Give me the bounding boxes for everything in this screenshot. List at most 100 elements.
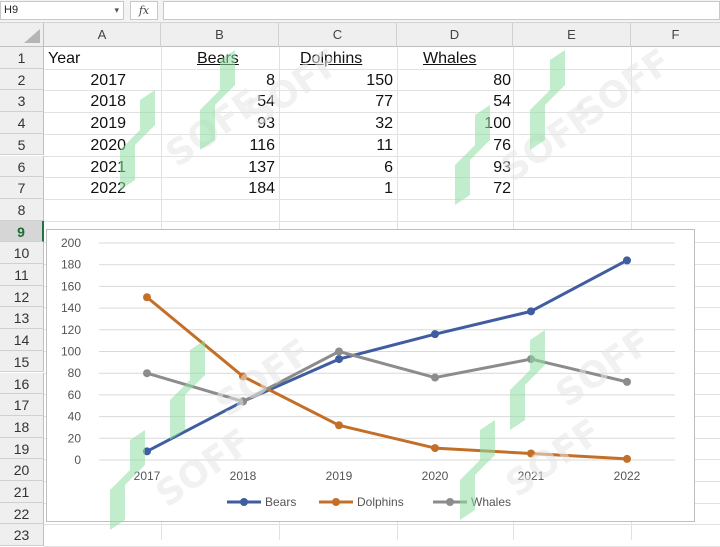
- cell-c6[interactable]: 6: [384, 158, 393, 176]
- cell-a1-year-header[interactable]: Year: [48, 50, 81, 67]
- line-chart[interactable]: 0 20 40 60 80 100 120 140 160 180 200 2017 2018 2019 2…: [46, 229, 695, 522]
- y-tick-label: 20: [68, 431, 82, 445]
- y-tick-label: 180: [61, 258, 81, 272]
- y-tick-label: 200: [61, 236, 81, 250]
- legend-label-bears: Bears: [265, 495, 296, 509]
- legend-label-dolphins: Dolphins: [357, 495, 404, 509]
- formula-bar: H9 ▾ fx: [0, 0, 720, 23]
- row-header-7[interactable]: 7: [0, 177, 44, 199]
- row-header-2[interactable]: 2: [0, 68, 44, 91]
- row-header-11[interactable]: 11: [0, 264, 44, 286]
- data-point-dolphins: [335, 421, 343, 430]
- column-header-d[interactable]: D: [397, 23, 513, 47]
- row-header-5[interactable]: 5: [0, 133, 44, 156]
- cell-a3[interactable]: 2018: [90, 93, 126, 111]
- x-tick-label: 2021: [518, 469, 545, 483]
- chevron-down-icon[interactable]: ▾: [114, 5, 119, 15]
- x-tick-label: 2018: [230, 469, 257, 483]
- chart-canvas: 0 20 40 60 80 100 120 140 160 180 200 2017 2018 2019 2…: [61, 236, 675, 509]
- y-tick-label: 80: [68, 366, 82, 380]
- y-tick-label: 0: [74, 453, 81, 467]
- series-line-whales: [146, 350, 628, 403]
- y-tick-label: 140: [61, 301, 81, 315]
- legend-label-whales: Whales: [471, 495, 511, 509]
- x-tick-label: 2022: [614, 469, 641, 483]
- column-header-c[interactable]: C: [279, 23, 397, 47]
- data-point-whales: [143, 369, 151, 378]
- cell-a7[interactable]: 2022: [90, 180, 126, 198]
- cell-b3[interactable]: 54: [257, 93, 275, 111]
- row-header-12[interactable]: 12: [0, 285, 44, 308]
- series-line-dolphins: [146, 296, 628, 461]
- data-point-dolphins: [527, 449, 535, 458]
- row-header-13[interactable]: 13: [0, 307, 44, 330]
- row-header-14[interactable]: 14: [0, 329, 44, 351]
- cell-b2[interactable]: 8: [266, 71, 275, 89]
- legend-marker-whales: [446, 498, 454, 506]
- cell-b4[interactable]: 93: [257, 115, 275, 133]
- name-box[interactable]: H9 ▾: [0, 1, 124, 20]
- column-header-b[interactable]: B: [161, 23, 279, 47]
- cell-c3[interactable]: 77: [375, 93, 393, 111]
- series-line-bears: [146, 259, 628, 453]
- row-header-23[interactable]: 23: [0, 524, 44, 547]
- data-point-bears: [431, 330, 439, 339]
- row-header-17[interactable]: 17: [0, 394, 44, 416]
- data-point-dolphins: [623, 454, 631, 463]
- name-box-value: H9: [4, 4, 19, 16]
- column-header-f[interactable]: F: [631, 23, 720, 47]
- data-point-whales: [239, 397, 247, 406]
- watermark-logo: SOFF: [530, 41, 679, 150]
- cell-d3[interactable]: 54: [493, 93, 511, 111]
- cell-c4[interactable]: 32: [375, 115, 393, 133]
- row-header-16[interactable]: 16: [0, 372, 44, 395]
- cell-c7[interactable]: 1: [384, 180, 393, 198]
- cell-d5[interactable]: 76: [493, 136, 511, 154]
- row-header-21[interactable]: 21: [0, 481, 44, 503]
- svg-text:SOFF: SOFF: [569, 41, 679, 135]
- data-point-whales: [335, 347, 343, 356]
- row-header-3[interactable]: 3: [0, 90, 44, 113]
- column-header-a[interactable]: A: [44, 23, 161, 47]
- cell-b6[interactable]: 137: [248, 158, 275, 176]
- data-point-bears: [335, 355, 343, 364]
- legend-marker-bears: [240, 498, 248, 506]
- cell-d7[interactable]: 72: [493, 180, 511, 198]
- row-header-22[interactable]: 22: [0, 502, 44, 525]
- data-point-dolphins: [143, 293, 151, 302]
- cell-d1-whales-header[interactable]: Whales: [423, 50, 477, 67]
- cell-b7[interactable]: 184: [248, 180, 275, 198]
- row-header-9[interactable]: 9: [0, 220, 44, 243]
- cell-b1-bears-header[interactable]: Bears: [197, 50, 239, 67]
- insert-function-button[interactable]: fx: [130, 1, 158, 20]
- cell-d6[interactable]: 93: [493, 158, 511, 176]
- row-header-15[interactable]: 15: [0, 350, 44, 373]
- row-header-4[interactable]: 4: [0, 112, 44, 134]
- column-header-e[interactable]: E: [513, 23, 631, 47]
- cell-c2[interactable]: 150: [366, 71, 393, 89]
- cell-a2[interactable]: 2017: [90, 71, 126, 89]
- formula-input[interactable]: [163, 1, 720, 20]
- cell-b5[interactable]: 116: [249, 136, 275, 154]
- row-header-10[interactable]: 10: [0, 242, 44, 264]
- row-header-18[interactable]: 18: [0, 415, 44, 438]
- x-tick-label: 2020: [422, 469, 449, 483]
- row-header-19[interactable]: 19: [0, 437, 44, 460]
- cell-a4[interactable]: 2019: [90, 115, 126, 133]
- data-point-bears: [623, 256, 631, 265]
- cell-c1-dolphins-header[interactable]: Dolphins: [300, 50, 363, 67]
- x-tick-label: 2019: [326, 469, 353, 483]
- row-header-1[interactable]: 1: [0, 47, 44, 69]
- cell-c5[interactable]: 11: [376, 136, 393, 154]
- row-header-6[interactable]: 6: [0, 155, 44, 178]
- cell-d2[interactable]: 80: [493, 71, 511, 89]
- data-point-whales: [527, 355, 535, 364]
- y-tick-label: 40: [68, 410, 82, 424]
- cell-a6[interactable]: 2021: [90, 158, 126, 176]
- cell-d4[interactable]: 100: [484, 115, 511, 133]
- cell-a5[interactable]: 2020: [90, 136, 126, 154]
- y-tick-label: 120: [61, 323, 81, 337]
- row-header-20[interactable]: 20: [0, 459, 44, 481]
- row-header-8[interactable]: 8: [0, 198, 44, 221]
- select-all-corner[interactable]: [0, 23, 44, 47]
